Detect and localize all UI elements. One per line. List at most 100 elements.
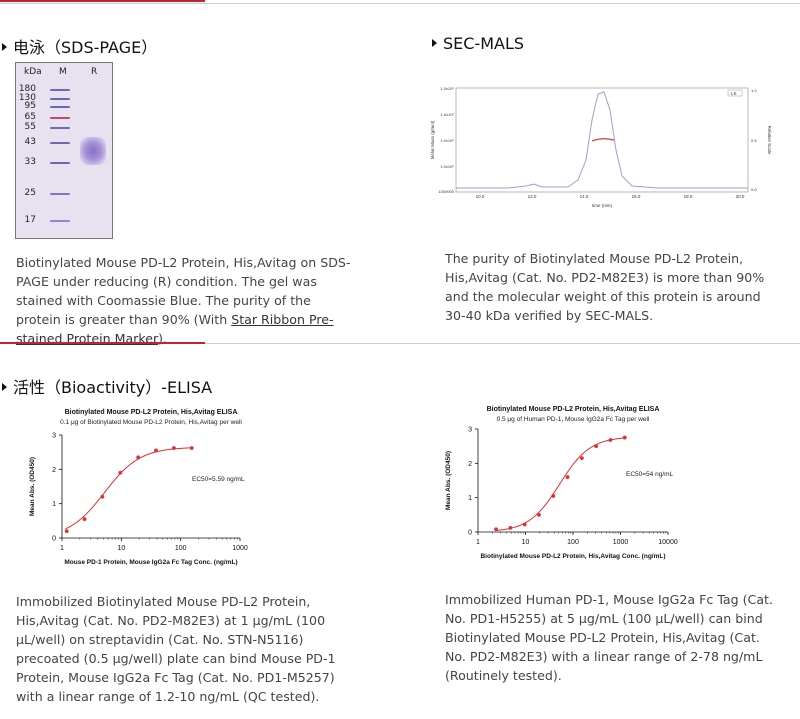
x-axis-label: Biotinylated Mouse PD-L2 Protein, His,Av… [480,553,665,560]
data-point [136,455,141,460]
y-tick-label: 0 [468,530,472,537]
sec-y-right-label: Relative Scale [767,126,772,155]
gel-marker-band [50,142,70,144]
sec-y-right-tick: 0.5 [751,138,757,143]
top-divider [0,3,800,4]
sds-page-gel-image: kDa M R 180 130 95 65 55 43 33 25 17 [15,62,113,239]
gel-marker-band [50,220,70,222]
sec-x-tick: 20.0 [736,194,745,199]
bullet-icon [2,43,7,51]
gel-lane-m-label: M [59,67,67,77]
sample-band [80,137,106,165]
x-tick-label: 1000 [232,545,248,552]
sec-molar-mass-trace [591,138,615,142]
y-tick-label: 2 [468,461,472,468]
data-point [622,435,627,440]
gel-marker-band [50,89,70,91]
elisa-right-caption: Immobilized Human PD-1, Mouse IgG2a Fc T… [445,592,774,683]
data-point [100,494,105,499]
data-point [82,517,87,522]
x-tick-label: 1000 [613,539,629,546]
ec50-annotation: EC50=5.59 ng/mL [192,476,245,483]
sec-mals-plot: Molar Mass (g/mol) Relative Scale time (… [430,86,772,208]
sec-y-tick: 1.0x10⁵ [440,164,454,169]
elisa-left-chart: Biotinylated Mouse PD-L2 Protein, His,Av… [29,409,248,566]
sec-y-right-tick: 0.0 [751,187,757,192]
sec-y-tick: 1.0x10⁷ [441,112,455,117]
data-point [579,456,584,461]
gel-marker-label: 25 [24,188,36,198]
x-tick-label: 1 [60,545,64,552]
data-point [537,512,541,517]
x-tick-label: 10 [522,539,530,546]
sec-ls-trace [456,91,748,189]
gel-marker-label: 43 [24,137,36,147]
middle-accent-line [0,342,205,344]
data-point [189,446,194,450]
y-tick-label: 1 [468,495,472,502]
data-point [594,444,599,449]
x-tick-label: 1 [476,539,480,546]
data-point [154,448,158,453]
y-tick-label: 2 [52,467,56,474]
gel-marker-label: 130 [18,93,36,103]
y-axis-label: Mean Abs. (OD450) [445,451,452,510]
top-accent-line [0,0,205,2]
sec-x-label: time (min) [592,203,613,208]
sec-y-tick: 1.0x10⁸ [440,86,454,91]
data-point [64,529,69,534]
data-point [171,446,176,450]
y-tick-label: 0 [52,536,56,543]
x-tick-label: 10 [117,545,125,552]
bullet-icon [432,39,437,47]
gel-marker-label: 17 [24,215,36,225]
sec-y-right-tick: 1.0 [751,88,757,93]
x-tick-label: 100 [175,545,187,552]
sds-page-caption: Biotinylated Mouse PD-L2 Protein, His,Av… [16,255,351,346]
fit-curve [65,447,193,530]
chart-subtitle: 0.5 μg of Human PD-1, Mouse IgG2a Fc Tag… [497,416,650,423]
y-tick-label: 1 [52,501,56,508]
middle-divider [0,343,800,344]
y-axis-label: Mean Abs. (OD450) [29,457,36,516]
gel-marker-label: 33 [24,157,36,167]
gel-marker-label: 55 [24,122,36,132]
elisa-right-chart: Biotinylated Mouse PD-L2 Protein, His,Av… [445,406,678,560]
gel-marker-label: 65 [24,112,36,122]
x-tick-label: 10000 [658,539,678,546]
gel-kda-label: kDa [24,67,42,77]
sec-x-tick: 18.0 [684,194,693,199]
fit-curve [494,437,626,532]
sec-y-tick: 1.0x10⁶ [440,138,454,143]
sec-mals-title: SEC-MALS [432,34,524,53]
gel-marker-band [50,127,70,129]
gel-marker-band [50,162,70,164]
sec-mals-caption: The purity of Biotinylated Mouse PD-L2 P… [445,251,765,323]
sec-x-tick: 12.0 [528,194,537,199]
gel-marker-band [50,106,70,108]
sec-y-left-label: Molar Mass (g/mol) [430,120,435,159]
data-point [551,494,556,498]
gel-marker-band [50,98,70,100]
data-point [118,470,123,475]
sec-y-tick: 1000000 [438,189,454,194]
data-point [608,438,613,442]
data-point [508,525,513,530]
y-tick-label: 3 [468,427,472,434]
chart-title: Biotinylated Mouse PD-L2 Protein, His,Av… [65,409,238,416]
sec-legend: LS [731,91,737,96]
y-tick-label: 3 [52,433,56,440]
chart-subtitle: 0.1 μg of Biotinylated Mouse PD-L2 Prote… [60,419,242,426]
ec50-annotation: EC50=54 ng/mL [626,471,674,478]
elisa-left-caption: Immobilized Biotinylated Mouse PD-L2 Pro… [16,594,336,704]
gel-marker-band [50,117,70,119]
x-tick-label: 100 [567,539,579,546]
x-axis-label: Mouse PD-1 Protein, Mouse IgG2a Fc Tag C… [64,559,237,566]
gel-marker-band [50,193,70,195]
gel-marker-label: 180 [18,84,36,94]
sec-x-tick: 14.0 [580,194,589,199]
data-point [522,522,527,527]
gel-lane-r-label: R [91,67,98,77]
chart-title: Biotinylated Mouse PD-L2 Protein, His,Av… [487,406,660,413]
sds-page-title: 电泳（SDS-PAGE） [2,34,157,58]
